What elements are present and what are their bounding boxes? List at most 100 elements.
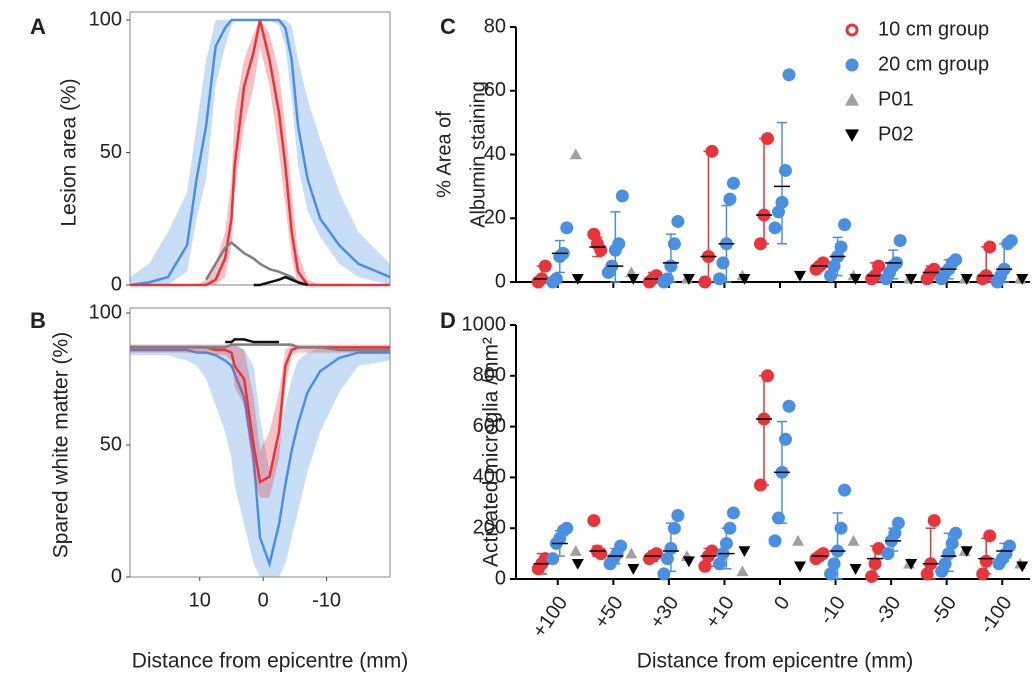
data-point <box>726 176 740 190</box>
data-point <box>660 272 674 286</box>
data-point <box>976 567 990 581</box>
y-tick-label: 40 <box>484 143 506 165</box>
data-point <box>736 565 749 577</box>
data-point <box>712 272 726 286</box>
x-axis-label: Distance from epicentre (mm) <box>132 650 409 673</box>
data-point <box>569 545 582 556</box>
data-point <box>1004 234 1018 248</box>
data-point <box>625 547 638 559</box>
y-tick-label: 80 <box>484 15 506 37</box>
y-axis-label: % Area of <box>433 111 455 198</box>
data-point <box>827 557 841 571</box>
data-point <box>698 275 712 289</box>
data-point <box>761 369 774 383</box>
data-point <box>705 144 719 158</box>
data-point <box>667 521 681 535</box>
y-tick-label: 800 <box>473 364 506 386</box>
x-axis-label: Distance from epicentre (mm) <box>637 650 914 673</box>
data-point <box>571 274 584 285</box>
data-point <box>849 564 862 575</box>
y-tick-label: 0 <box>111 273 122 295</box>
data-point <box>538 259 552 273</box>
data-point <box>872 259 886 273</box>
x-tick-label: -10 <box>312 589 341 611</box>
y-tick-label: 400 <box>473 466 506 488</box>
data-point <box>945 536 959 550</box>
data-point <box>782 399 796 413</box>
data-point <box>927 514 941 528</box>
data-point <box>949 253 963 267</box>
data-point <box>792 534 804 546</box>
data-point <box>738 546 751 558</box>
x-tick-label: +50 <box>590 592 627 632</box>
data-point <box>782 68 796 82</box>
data-point <box>612 237 626 251</box>
data-point <box>671 509 685 522</box>
data-point <box>664 259 678 273</box>
x-tick-label: 0 <box>770 592 794 614</box>
data-point <box>838 483 852 497</box>
data-point <box>719 536 733 550</box>
error-band <box>130 344 390 498</box>
data-point <box>723 521 737 535</box>
data-point <box>779 163 792 177</box>
data-point <box>849 274 862 285</box>
series-line <box>129 18 391 287</box>
y-axis-label: Albumin staining <box>467 81 489 228</box>
data-point <box>834 521 848 535</box>
data-point <box>881 547 895 561</box>
plot-frame <box>129 307 391 578</box>
data-point <box>794 270 806 282</box>
data-point <box>794 561 806 573</box>
data-point <box>560 221 574 235</box>
data-point <box>615 189 629 203</box>
legend-label: 10 cm group <box>878 18 989 40</box>
data-point <box>983 529 997 543</box>
panel-letter: D <box>440 308 456 333</box>
data-point <box>761 132 774 146</box>
series-line <box>130 343 390 352</box>
data-point <box>834 240 848 254</box>
legend-marker <box>845 129 859 142</box>
legend-marker <box>845 93 859 106</box>
x-tick-label: +30 <box>646 592 683 632</box>
data-point <box>594 547 608 561</box>
y-tick-label: 100 <box>89 301 122 323</box>
data-point <box>754 237 767 251</box>
data-point <box>847 534 860 546</box>
data-point <box>888 526 902 540</box>
y-tick-label: 60 <box>484 79 506 101</box>
y-axis-label: Spared white matter (%) <box>50 332 73 558</box>
data-point <box>1016 274 1029 285</box>
y-tick-label: 100 <box>89 8 122 30</box>
error-band <box>130 344 390 577</box>
legend-label: P01 <box>878 88 914 110</box>
data-point <box>549 272 563 286</box>
panel-letter: A <box>30 14 46 39</box>
y-axis-label: Activated microglia /mm² <box>480 337 503 567</box>
data-point <box>938 557 952 571</box>
x-tick-label: +100 <box>528 592 572 642</box>
data-point <box>868 557 882 571</box>
series-line <box>130 348 390 569</box>
data-point <box>768 221 782 235</box>
data-point <box>614 539 628 553</box>
x-tick-label: 10 <box>189 589 211 611</box>
data-point <box>960 274 973 285</box>
y-tick-label: 0 <box>495 270 506 292</box>
series-line <box>225 338 280 344</box>
data-point <box>627 274 640 285</box>
data-point <box>905 274 918 285</box>
data-point <box>775 195 789 209</box>
data-point <box>594 243 608 257</box>
x-tick-label: -100 <box>976 592 1017 637</box>
y-tick-label: 50 <box>100 141 122 163</box>
data-point <box>779 432 792 446</box>
data-point <box>893 234 907 248</box>
data-point <box>649 547 663 561</box>
data-point <box>838 218 852 232</box>
series-line <box>130 19 390 287</box>
data-point <box>660 552 674 566</box>
x-tick-label: 0 <box>258 589 269 611</box>
